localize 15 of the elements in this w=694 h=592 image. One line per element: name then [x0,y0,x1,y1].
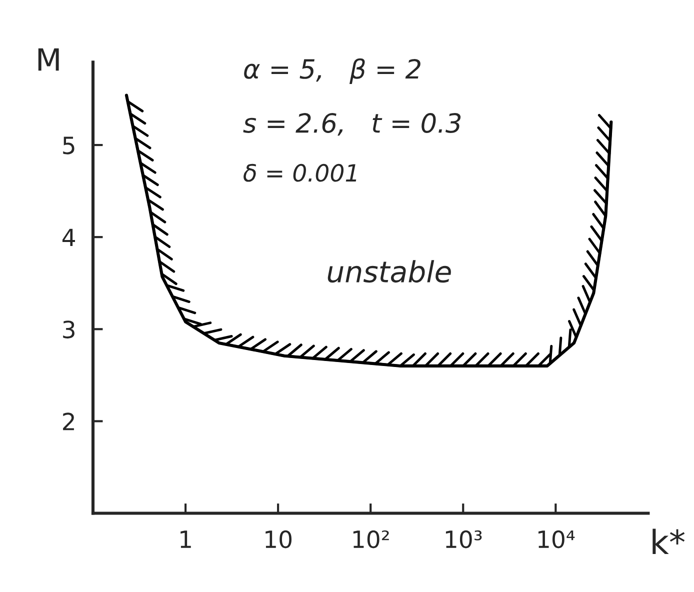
x-axis-title: k* [652,528,685,554]
y-axis-title: M [38,48,59,71]
y-tick-label: 4 [62,228,76,246]
x-tick-label: 1 [180,530,191,548]
annotation: δ = 0.001 [244,164,356,182]
annotation: unstable [328,260,451,283]
y-tick-label: 2 [63,412,74,430]
y-tick-label: 5 [63,136,74,154]
x-tick-label: 10² [353,530,389,548]
y-tick-label: 3 [63,320,74,338]
x-tick-label: 10⁴ [538,530,575,548]
x-tick-label: 10 [266,530,292,548]
x-tick-label: 10³ [446,530,482,548]
annotation: s = 2.6, t = 0.3 [243,113,461,136]
annotation: α = 5, β = 2 [244,58,420,84]
